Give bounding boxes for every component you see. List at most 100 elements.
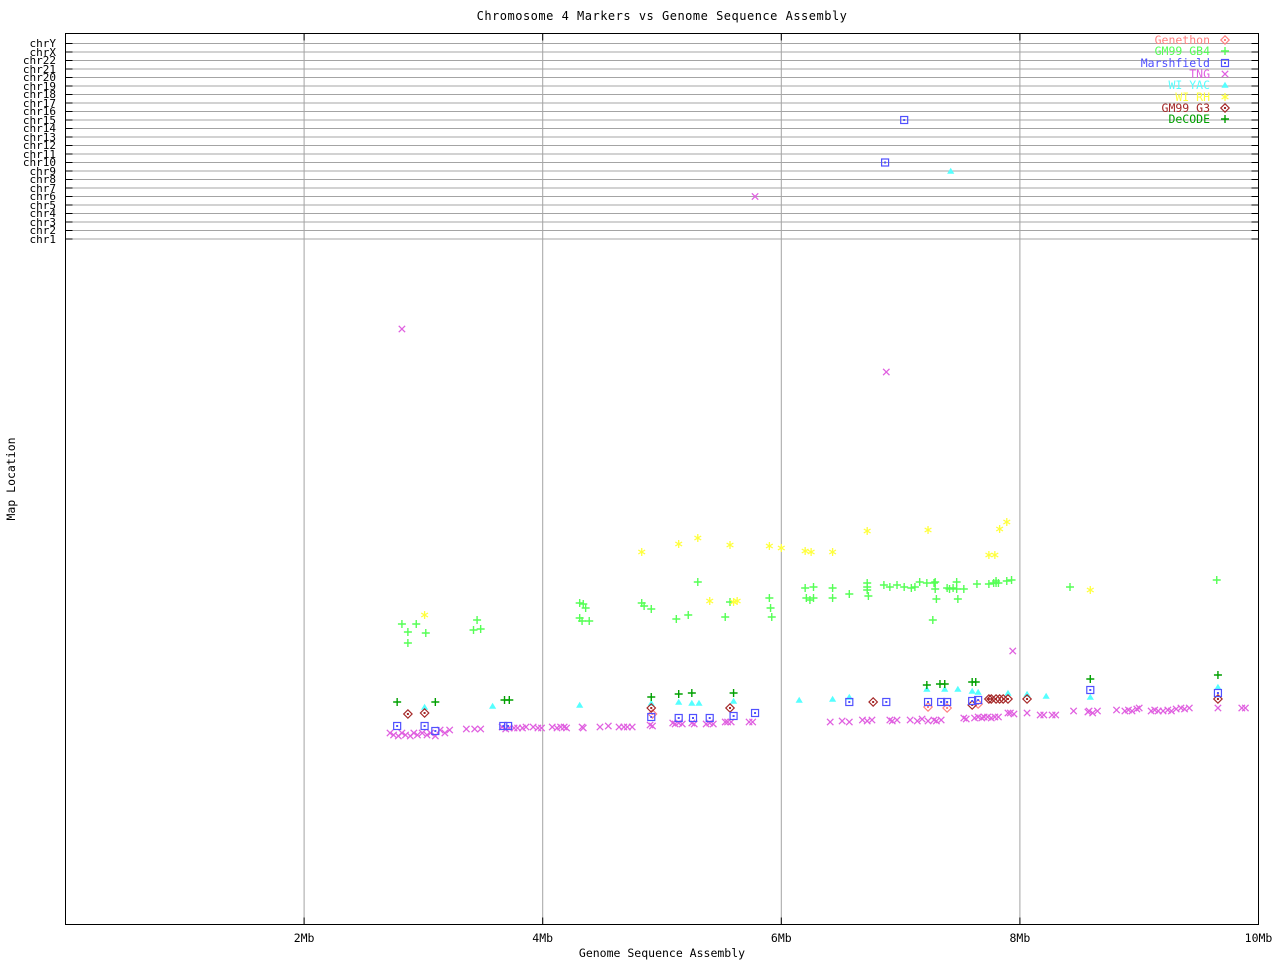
marker-gm99-gb4 — [973, 580, 981, 588]
marker-tng — [463, 726, 469, 732]
marker-decode — [972, 678, 980, 686]
chart-title: Chromosome 4 Markers vs Genome Sequence … — [65, 10, 1259, 22]
x-tick-4Mb: 4Mb — [513, 932, 573, 944]
marker-tng — [1010, 648, 1016, 654]
marker-tng — [1052, 712, 1058, 718]
marker-gm99-gb4 — [810, 583, 818, 591]
marker-tng — [883, 369, 889, 375]
marker-wi-rh — [694, 534, 701, 542]
marker-wi-rh — [985, 551, 992, 559]
marker-tng — [477, 726, 483, 732]
marker-gm99-gb4 — [916, 578, 924, 586]
marker-marshfield — [730, 713, 737, 720]
marker-wi-yac — [489, 703, 496, 709]
marker-gm99-gb4 — [923, 579, 931, 587]
marker-gm99-gb4 — [953, 585, 961, 593]
marker-gm99-gb4 — [960, 585, 968, 593]
marker-gm99-gb4 — [1003, 577, 1011, 585]
marker-tng — [1041, 712, 1047, 718]
marker-gm99-gb4 — [1066, 583, 1074, 591]
marker-gm99-gb4 — [765, 594, 773, 602]
y-axis-label: Map Location — [5, 437, 17, 520]
marker-tng — [629, 724, 635, 730]
marker-gm99-gb4 — [886, 583, 894, 591]
marker-tng — [839, 718, 845, 724]
marker-gm99-gb4 — [829, 584, 837, 592]
marker-wi-rh — [638, 548, 645, 556]
marker-wi-yac — [969, 688, 976, 694]
diamond-dot-icon — [1219, 102, 1231, 114]
marker-tng — [471, 726, 477, 732]
marker-gm99-gb4 — [863, 579, 871, 587]
marker-wi-yac — [1023, 691, 1030, 697]
chrom-label-chr1: chr1 — [4, 234, 56, 245]
marker-tng — [938, 717, 944, 723]
marker-gm99-gb4 — [801, 584, 809, 592]
marker-decode — [393, 698, 401, 706]
marker-gm99-gb4 — [900, 583, 908, 591]
marker-tng — [597, 724, 603, 730]
marker-wi-rh — [706, 597, 713, 605]
diamond-dot-icon — [1219, 34, 1231, 46]
marker-wi-rh — [727, 541, 734, 549]
marker-gm99-gb4 — [768, 613, 776, 621]
marker-marshfield — [421, 723, 428, 730]
legend-label: DeCODE — [1078, 113, 1210, 125]
marker-gm99-g3 — [420, 709, 428, 717]
marker-tng — [1186, 705, 1192, 711]
marker-gm99-gb4 — [422, 629, 430, 637]
marker-gm99-gb4 — [473, 616, 481, 624]
marker-tng — [399, 326, 405, 332]
marker-gm99-gb4 — [470, 626, 478, 634]
cross-icon — [1219, 68, 1231, 80]
marker-decode — [505, 696, 513, 704]
star-icon — [1219, 91, 1231, 103]
marker-decode — [1214, 671, 1222, 679]
marker-wi-rh — [802, 547, 809, 555]
marker-tng — [1113, 707, 1119, 713]
marker-gm99-gb4 — [647, 605, 655, 613]
marker-gm99-g3 — [869, 698, 877, 706]
marker-gm99-gb4 — [930, 579, 938, 587]
marker-tng — [827, 719, 833, 725]
marker-gm99-gb4 — [694, 578, 702, 586]
marker-wi-rh — [421, 611, 428, 619]
marker-tng — [1242, 705, 1248, 711]
marker-gm99-gb4 — [953, 578, 961, 586]
marker-decode — [1086, 675, 1094, 683]
marker-wi-rh — [925, 526, 932, 534]
marker-wi-yac — [688, 700, 695, 706]
marker-gm99-gb4 — [576, 599, 584, 607]
marker-wi-yac — [675, 699, 682, 705]
marker-gm99-g3 — [726, 704, 734, 712]
marker-wi-yac — [576, 702, 583, 708]
marker-wi-yac — [829, 696, 836, 702]
x-axis-label: Genome Sequence Assembly — [65, 947, 1259, 959]
marker-wi-yac — [1214, 684, 1221, 690]
marker-marshfield — [752, 710, 759, 717]
plus-icon — [1219, 113, 1231, 125]
marker-gm99-gb4 — [1213, 576, 1221, 584]
marker-decode — [941, 680, 949, 688]
marker-tng — [1215, 705, 1221, 711]
marker-gm99-gb4 — [931, 578, 939, 586]
marker-gm99-gb4 — [864, 592, 872, 600]
marker-wi-yac — [954, 686, 961, 692]
marker-gm99-gb4 — [585, 617, 593, 625]
marker-tng — [995, 714, 1001, 720]
marker-gm99-gb4 — [845, 590, 853, 598]
marker-wi-rh — [996, 525, 1003, 533]
x-tick-10Mb: 10Mb — [1229, 932, 1280, 944]
marker-gm99-gb4 — [907, 584, 915, 592]
marker-gm99-gb4 — [1008, 576, 1016, 584]
marker-gm99-gb4 — [985, 580, 993, 588]
marker-wi-rh — [991, 551, 998, 559]
marker-tng — [925, 718, 931, 724]
marker-gm99-gb4 — [398, 620, 406, 628]
marker-gm99-gb4 — [931, 585, 939, 593]
marker-decode — [923, 681, 931, 689]
triangle-icon — [1219, 79, 1231, 91]
marker-gm99-gb4 — [412, 620, 420, 628]
